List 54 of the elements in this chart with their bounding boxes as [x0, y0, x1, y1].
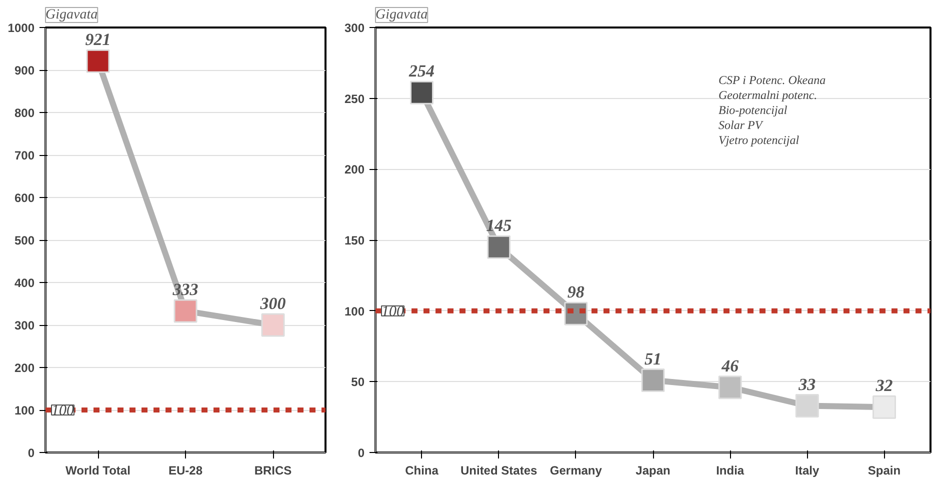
y-tick-label: 400 [14, 276, 35, 290]
data-label: 145 [486, 216, 512, 236]
data-label: 51 [644, 349, 662, 368]
y-tick-label: 50 [351, 375, 365, 390]
annotation: CSP i Potenc. Okeana [718, 73, 826, 87]
point [261, 313, 285, 337]
point [174, 299, 198, 323]
x-tick-label: Japan [636, 464, 670, 478]
point [86, 49, 110, 73]
data-label: 300 [259, 294, 286, 313]
y-tick-label: 200 [344, 162, 365, 177]
y-tick-label: 100 [14, 404, 35, 418]
y-tick-label: 0 [28, 446, 35, 460]
x-tick-label: World Total [66, 464, 130, 478]
data-label: 254 [408, 62, 434, 81]
y-tick-label: 900 [14, 64, 35, 78]
point [641, 368, 665, 392]
y-tick-label: 250 [344, 92, 365, 106]
y-tick-label: 300 [14, 318, 35, 332]
data-label: 33 [798, 374, 816, 394]
x-tick-label: Spain [868, 464, 901, 478]
point [795, 394, 819, 418]
y-tick-label: 600 [14, 191, 35, 205]
data-label: 333 [172, 280, 199, 299]
y-tick-label: 300 [344, 21, 365, 35]
y-tick-label: 1000 [8, 21, 35, 35]
data-label: 32 [874, 376, 894, 396]
point [872, 395, 896, 419]
y-axis-title: Gigavata [46, 8, 98, 22]
data-label: 98 [567, 282, 585, 302]
y-axis-title: Gigavata [376, 8, 428, 22]
annotation: Bio-potencijal [718, 103, 788, 117]
annotation: Geotermalni potenc. [718, 88, 818, 102]
annotation: Solar PV [718, 118, 764, 132]
point [410, 80, 434, 104]
x-tick-label: India [716, 464, 744, 478]
x-tick-label: Germany [550, 464, 602, 478]
x-tick-label: EU-28 [168, 464, 203, 478]
point [487, 235, 511, 259]
x-tick-label: United States [460, 464, 538, 478]
data-label: 921 [85, 30, 111, 50]
x-tick-label: China [405, 464, 439, 478]
y-tick-label: 700 [14, 148, 35, 162]
data-label: 46 [720, 356, 740, 376]
y-tick-label: 500 [14, 234, 35, 248]
y-tick-label: 0 [358, 446, 365, 460]
point [718, 376, 742, 400]
y-tick-label: 200 [14, 361, 35, 375]
y-tick-label: 800 [14, 106, 35, 120]
y-tick-label: 100 [344, 304, 365, 318]
x-tick-label: Italy [795, 464, 820, 478]
x-tick-label: BRICS [254, 464, 292, 478]
annotation: Vjetro potencijal [718, 133, 800, 147]
y-tick-label: 150 [344, 234, 365, 248]
